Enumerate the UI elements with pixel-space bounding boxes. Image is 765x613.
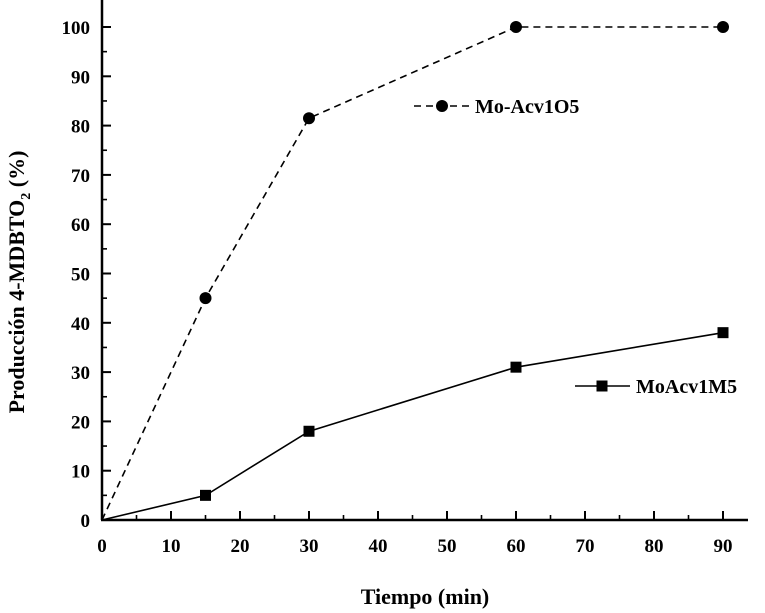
x-tick-label: 30: [300, 536, 319, 557]
legend-marker-circle: [436, 100, 448, 112]
y-axis-title-main: Producción 4-MDBTO: [4, 200, 29, 414]
data-point-square: [200, 489, 211, 501]
y-axis-title-subscript: 2: [19, 193, 34, 200]
x-tick-label: 70: [576, 536, 595, 557]
x-tick-label: 50: [438, 536, 457, 557]
data-point-circle: [199, 292, 212, 305]
series-line-2: [101, 331, 724, 521]
data-point-circle: [303, 112, 315, 125]
data-point-square: [510, 361, 522, 373]
legend-marker-square: [596, 380, 608, 392]
y-tick-label: 30: [71, 363, 90, 384]
y-tick-label: 40: [71, 314, 90, 335]
y-tick-label: 80: [71, 117, 90, 138]
series-line-1: [101, 26, 723, 521]
legend-entry-series-2: MoAcv1M5: [575, 376, 737, 398]
plot-area: 0 10 20 30 40 50 60 70 80 90 100 0 10 20 30 40 50 60 70 80…: [62, 0, 748, 557]
y-axis-title-suffix: (%): [4, 151, 29, 193]
y-axis-title: Producción 4-MDBTO2 (%): [4, 151, 34, 414]
y-tick-label: 90: [71, 67, 90, 88]
x-tick-label: 90: [714, 536, 733, 557]
x-axis-title: Tiempo (min): [361, 584, 490, 609]
x-tick-label: 10: [162, 536, 181, 557]
x-tick-label: 60: [507, 536, 526, 557]
data-point-circle: [717, 21, 729, 33]
y-tick-label: 70: [71, 166, 90, 187]
y-tick-label: 20: [71, 412, 90, 433]
x-tick-label: 40: [369, 536, 388, 557]
x-axis-ticks: 0 10 20 30 40 50 60 70 80 90: [97, 511, 733, 557]
data-point-square: [717, 327, 729, 339]
y-tick-label: 100: [62, 18, 91, 39]
series-layer: [101, 21, 729, 521]
x-tick-label: 80: [645, 536, 664, 557]
x-tick-label: 0: [97, 536, 107, 557]
legend-label-series-1: Mo-Acv1O5: [475, 96, 579, 118]
data-point-circle: [510, 21, 522, 33]
y-tick-label: 0: [81, 511, 91, 532]
x-tick-label: 20: [231, 536, 250, 557]
y-tick-label: 10: [71, 462, 90, 483]
data-point-square: [303, 425, 315, 437]
y-tick-label: 60: [71, 215, 90, 236]
y-tick-label: 50: [71, 265, 90, 286]
legend-entry-series-1: Mo-Acv1O5: [414, 96, 579, 118]
legend-label-series-2: MoAcv1M5: [636, 376, 737, 398]
y-axis-ticks: 0 10 20 30 40 50 60 70 80 90 100: [62, 18, 111, 532]
